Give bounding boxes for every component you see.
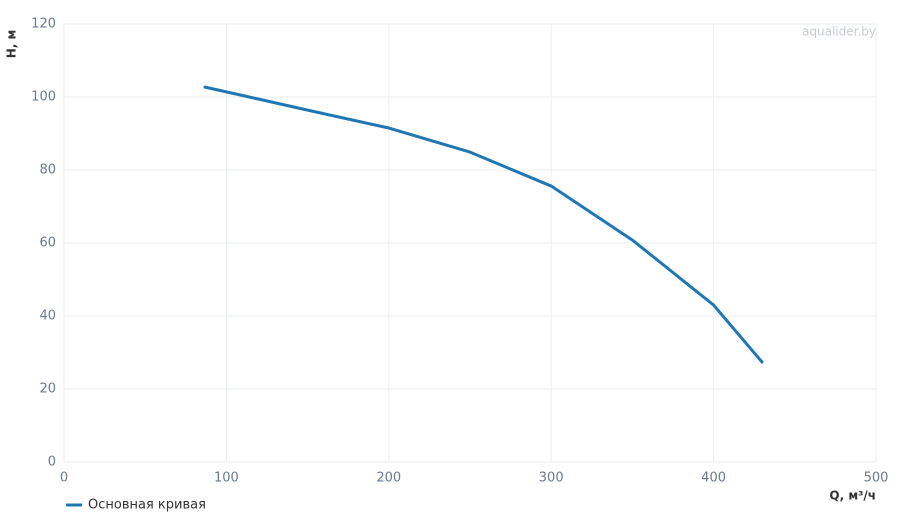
y-tick-label: 0 xyxy=(48,455,56,470)
y-tick-label: 60 xyxy=(39,236,56,251)
x-axis-label: Q, м³/ч xyxy=(829,489,876,503)
y-tick-label: 100 xyxy=(31,90,56,105)
y-tick-label: 40 xyxy=(39,309,56,324)
x-tick-label: 0 xyxy=(60,471,68,486)
y-axis-label: H, м xyxy=(5,30,19,59)
legend-label: Основная кривая xyxy=(88,498,206,513)
y-tick-label: 120 xyxy=(31,17,56,32)
x-tick-label: 300 xyxy=(539,471,564,486)
x-tick-label: 500 xyxy=(864,471,889,486)
y-tick-label: 80 xyxy=(39,163,56,178)
y-tick-label: 20 xyxy=(39,382,56,397)
x-tick-label: 400 xyxy=(701,471,726,486)
watermark: aqualider.by xyxy=(802,25,876,39)
line xyxy=(203,85,764,364)
x-tick-label: 200 xyxy=(376,471,401,486)
x-tick-label: 100 xyxy=(214,471,239,486)
